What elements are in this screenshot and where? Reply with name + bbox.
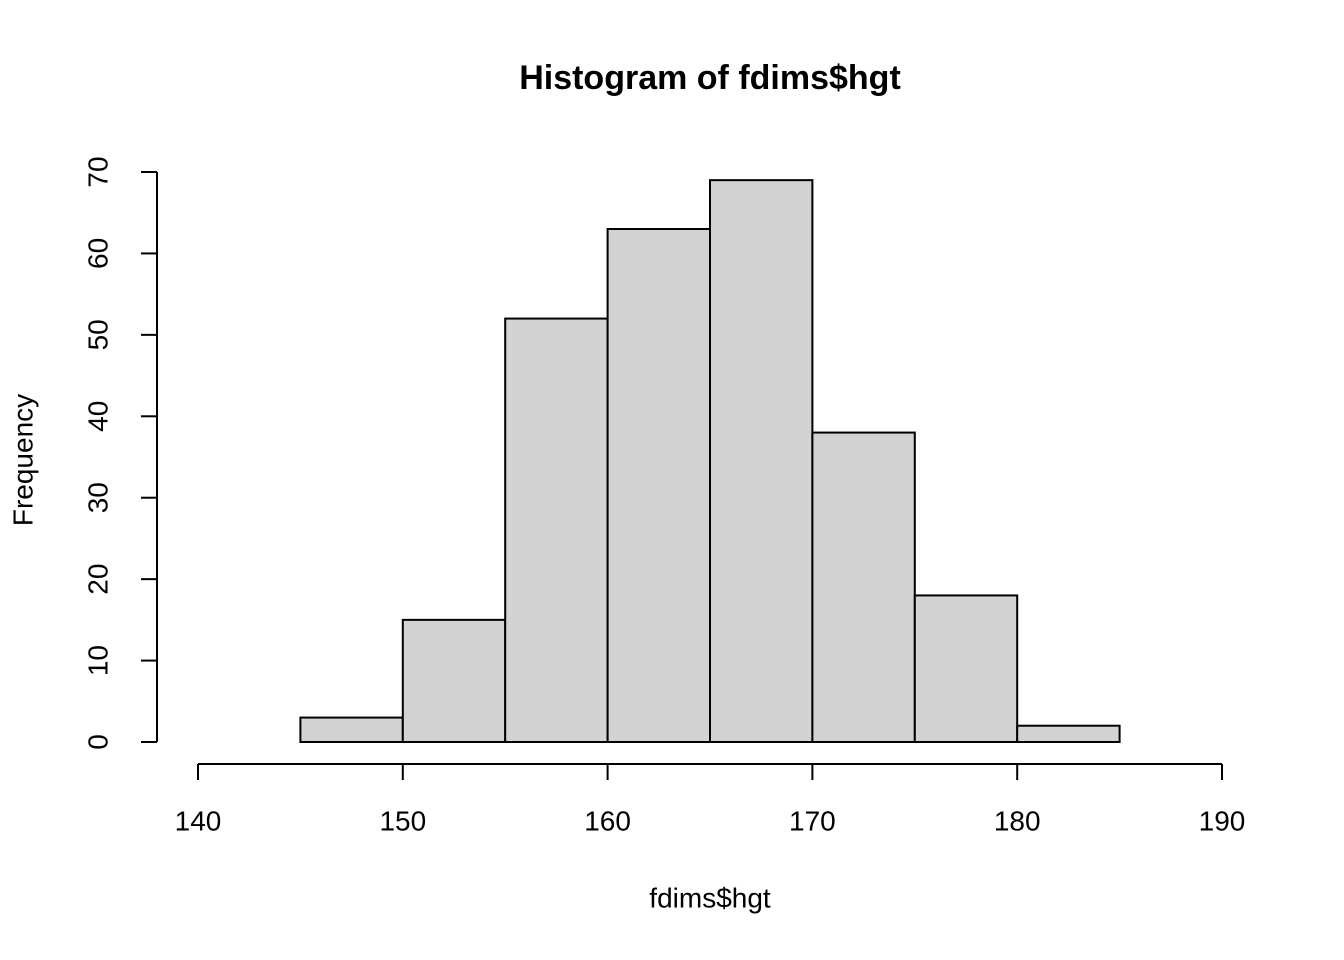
- y-tick-label: 30: [82, 482, 113, 513]
- x-tick-label: 180: [994, 805, 1041, 836]
- y-tick-label: 60: [82, 238, 113, 269]
- bar: [401, 618, 507, 743]
- chart-title: Histogram of fdims$hgt: [519, 59, 901, 97]
- y-tick-label: 40: [82, 401, 113, 432]
- x-axis-label: fdims$hgt: [649, 882, 771, 913]
- bar: [504, 317, 609, 743]
- y-tick-label: 10: [82, 645, 113, 676]
- y-tick-label: 0: [82, 734, 113, 750]
- bar: [606, 228, 711, 743]
- bar: [299, 716, 404, 743]
- y-tick-label: 70: [82, 156, 113, 187]
- x-tick-label: 160: [584, 805, 631, 836]
- x-tick-label: 140: [175, 805, 222, 836]
- y-tick-label: 50: [82, 319, 113, 350]
- x-tick-label: 170: [789, 805, 836, 836]
- y-tick-label: 20: [82, 564, 113, 595]
- bar: [709, 179, 814, 743]
- bar: [1016, 724, 1121, 744]
- bar: [913, 594, 1019, 744]
- bar: [811, 431, 916, 743]
- x-tick-label: 150: [379, 805, 426, 836]
- y-axis-label: Frequency: [7, 394, 38, 526]
- x-tick-label: 190: [1199, 805, 1246, 836]
